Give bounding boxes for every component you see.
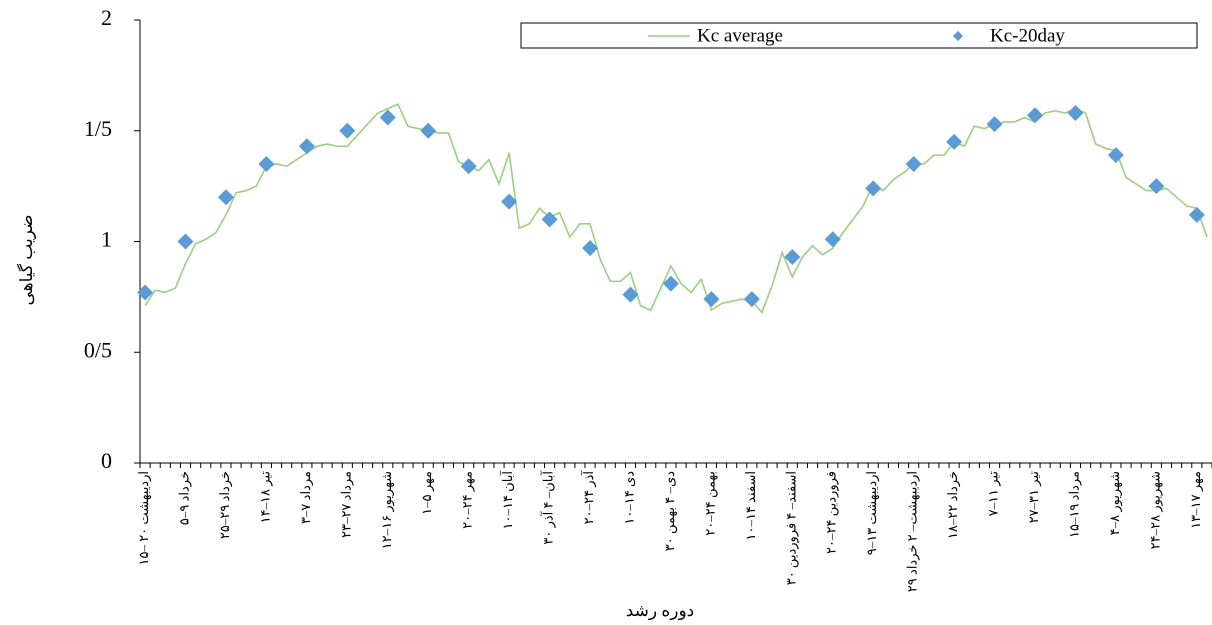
diamond-marker bbox=[420, 122, 437, 139]
diamond-marker bbox=[1188, 206, 1205, 223]
diamond-marker bbox=[1027, 107, 1044, 124]
x-tick-label: ۱۳–۱۷ مهر bbox=[1188, 471, 1204, 529]
x-tick-label: ۲۹ اردیبهشت– ۲ خرداد bbox=[905, 471, 921, 592]
x-tick-label: ۳–۷ مرداد bbox=[298, 471, 314, 524]
diamond-marker bbox=[541, 211, 558, 228]
y-tick-label: 1 bbox=[101, 227, 112, 252]
y-tick-label: 0/5 bbox=[84, 337, 112, 362]
x-tick-label: ۱۸–۲۲ خرداد bbox=[945, 471, 961, 539]
diamond-marker bbox=[298, 138, 315, 155]
diamond-marker bbox=[177, 233, 194, 250]
x-tick-label: ۵–۹ خرداد bbox=[176, 471, 192, 525]
diamond-marker bbox=[137, 284, 154, 301]
diamond-marker bbox=[258, 155, 275, 172]
x-tick-label: ۳۰ اسفند– ۴ فروردین bbox=[783, 471, 799, 585]
diamond-marker bbox=[1107, 147, 1124, 164]
diamond-marker bbox=[1067, 105, 1084, 122]
x-tick-label: ۲۰–۲۴ مهر bbox=[460, 471, 476, 529]
x-tick-label: ۳۰ آبان– ۴ آذر bbox=[540, 470, 557, 545]
x-tick-label: ۲۴–۲۸ شهریور bbox=[1147, 471, 1163, 549]
x-tick-label: ۱–۵ مهر bbox=[419, 471, 435, 515]
legend-label: Kc-20day bbox=[990, 25, 1065, 46]
line-series bbox=[144, 103, 1208, 314]
y-axis-title: ضریب گیاهی bbox=[16, 214, 37, 305]
diamond-marker bbox=[460, 158, 477, 175]
diamond-marker bbox=[986, 116, 1003, 133]
x-tick-label: ۱۴–۱۸ تیر bbox=[257, 471, 273, 524]
x-tick-label: ۱۰–۱۴ آبان bbox=[499, 470, 515, 530]
diamond-marker bbox=[865, 180, 882, 197]
diamond-marker bbox=[824, 231, 841, 248]
x-tick-label: ۲۰–۲۴ فروردین bbox=[824, 471, 840, 554]
x-tick-label: ۱۲–۱۶ شهریور bbox=[379, 471, 395, 549]
diamond-marker bbox=[582, 240, 599, 257]
x-axis-title: دوره رشد bbox=[626, 601, 695, 621]
x-tick-label: ۷–۱۱ تیر bbox=[986, 471, 1002, 517]
x-tick-label: ۲۵–۲۹ خرداد bbox=[217, 471, 233, 539]
diamond-marker bbox=[339, 122, 356, 139]
x-tick-label: ۲۰–۲۴ آذر bbox=[580, 470, 597, 525]
diamond-marker bbox=[703, 291, 720, 308]
diamond-marker bbox=[379, 109, 396, 126]
y-tick-label: 1/5 bbox=[84, 116, 112, 141]
diamond-marker bbox=[217, 189, 234, 206]
y-tick-label: 2 bbox=[101, 5, 112, 30]
x-tick-label: ۹–۱۳ اردیبهشت bbox=[864, 471, 880, 555]
diamond-marker bbox=[662, 275, 679, 292]
x-tick-label: ۲۰–۲۴ بهمن bbox=[702, 471, 718, 536]
legend-swatch bbox=[953, 31, 963, 41]
diamond-marker bbox=[905, 155, 922, 172]
x-tick-label: ۲۳–۲۷ مرداد bbox=[338, 471, 354, 538]
diamond-marker bbox=[946, 133, 963, 150]
diamond-marker bbox=[743, 291, 760, 308]
x-tick-label: ۲۷–۳۱ تیر bbox=[1026, 471, 1042, 524]
x-tick-label: ۱۰–۱۴ دی bbox=[621, 471, 636, 525]
diamond-marker bbox=[501, 193, 518, 210]
legend-box bbox=[520, 22, 1198, 49]
diamond-marker bbox=[1148, 178, 1165, 195]
x-tick-label: ۱۵– ۲۰ اردیبهشت bbox=[136, 471, 152, 566]
x-tick-label: ۴–۸ شهریور bbox=[1107, 471, 1123, 535]
y-tick-label: 0 bbox=[101, 448, 112, 473]
legend-label: Kc average bbox=[697, 25, 783, 46]
x-tick-label: ۱۵–۱۹ مرداد bbox=[1066, 471, 1082, 538]
x-tick-label: ۳۰ دی– ۴ بهمن bbox=[662, 471, 678, 551]
x-tick-label: ۱۰–۱۴ اسفند bbox=[743, 471, 758, 541]
diamond-marker bbox=[784, 249, 801, 266]
diamond-marker bbox=[622, 286, 639, 303]
